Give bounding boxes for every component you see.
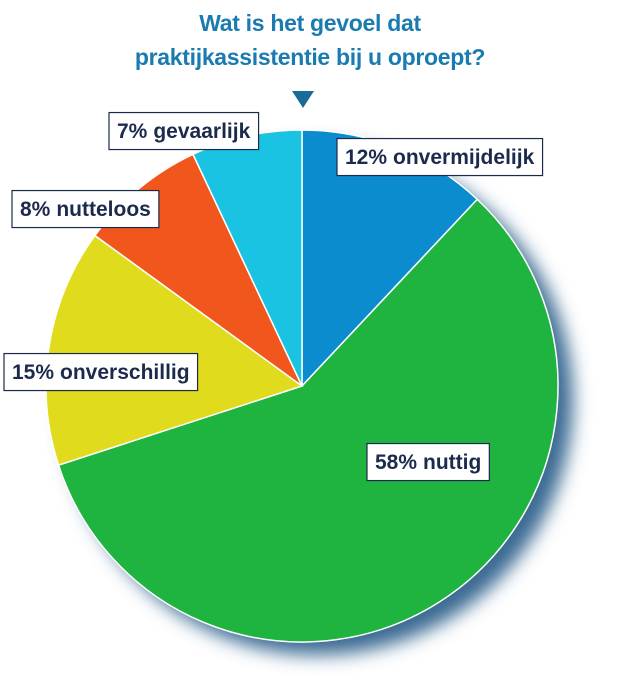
- category-label: onverschillig: [60, 361, 190, 384]
- slice-label: 8% nutteloos: [11, 189, 160, 229]
- label-box: [11, 189, 160, 229]
- label-box: [366, 442, 490, 482]
- label-box: [108, 111, 260, 151]
- slice-label: 58% nuttig: [366, 442, 490, 482]
- label-text: 58% nuttig: [375, 451, 481, 474]
- value-label: 15%: [12, 361, 54, 384]
- value-label: 7%: [117, 120, 148, 143]
- slice-label: 7% gevaarlijk: [108, 111, 260, 151]
- value-label: 12%: [345, 146, 387, 169]
- slice-label: 12% onvermijdelijk: [336, 137, 544, 177]
- label-text: 15% onverschillig: [12, 361, 190, 384]
- category-label: nutteloos: [56, 198, 151, 221]
- slice: [45, 234, 304, 467]
- value-label: 58%: [375, 451, 417, 474]
- slice: [57, 198, 559, 643]
- slice-label: 15% onverschillig: [3, 352, 199, 392]
- category-label: nuttig: [423, 451, 481, 474]
- label-text: 12% onvermijdelijk: [345, 146, 535, 169]
- chart-title: Wat is het gevoel dat praktijkassistenti…: [134, 10, 486, 70]
- label-box: [336, 137, 544, 177]
- value-label: 8%: [20, 198, 51, 221]
- label-text: 8% nutteloos: [20, 198, 151, 221]
- label-text: 7% gevaarlijk: [117, 120, 251, 143]
- pointer: [292, 91, 314, 108]
- category-label: gevaarlijk: [153, 120, 250, 143]
- category-label: onvermijdelijk: [393, 146, 535, 169]
- label-box: [3, 352, 199, 392]
